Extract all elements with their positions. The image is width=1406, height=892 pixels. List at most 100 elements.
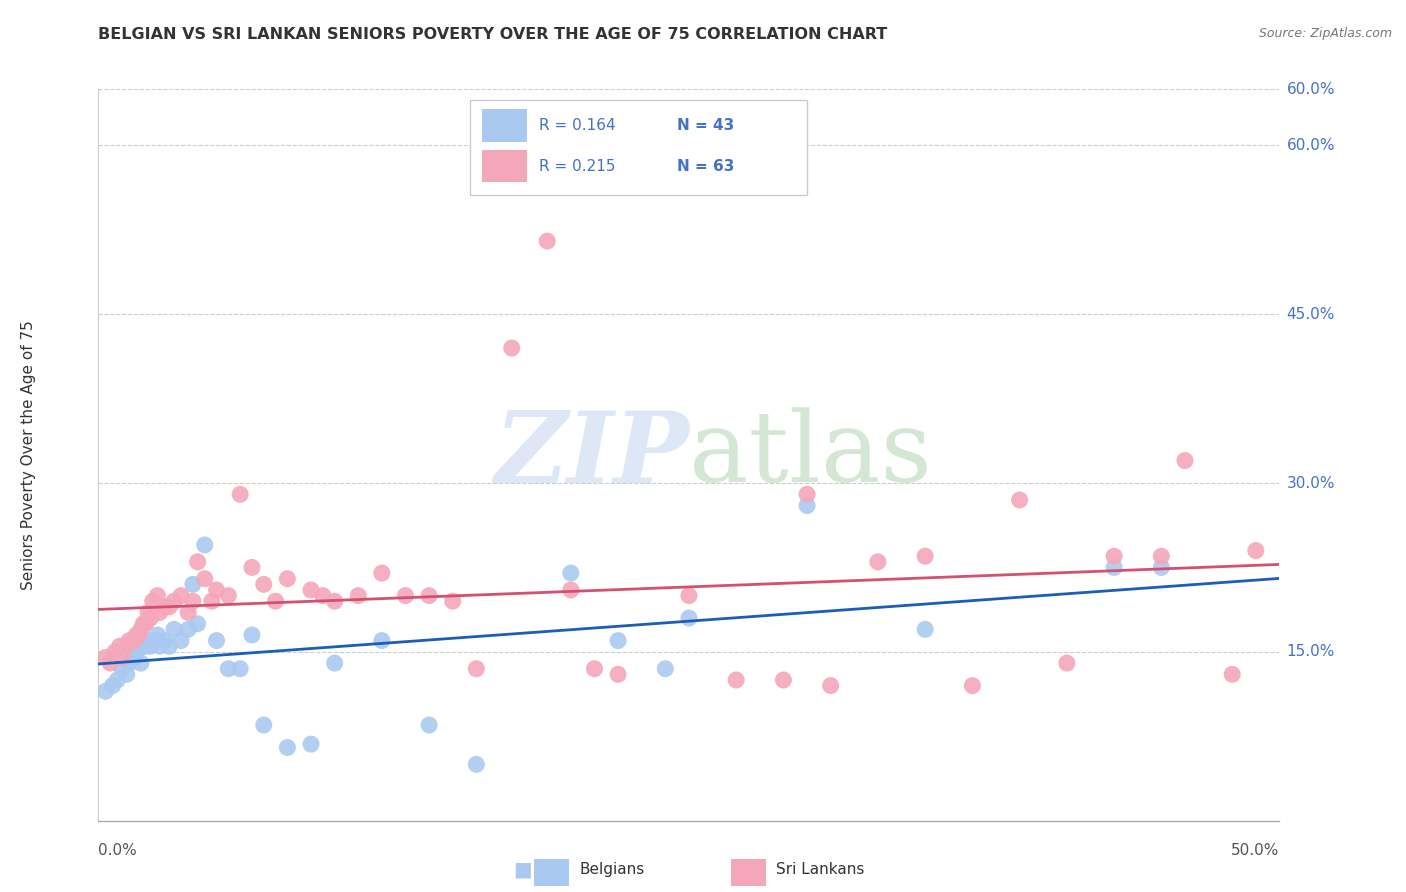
Point <box>104 645 127 659</box>
Point <box>108 639 131 653</box>
Point <box>122 633 145 648</box>
Point <box>135 616 157 631</box>
Point <box>177 606 200 620</box>
Point <box>187 616 209 631</box>
Point <box>276 740 298 755</box>
Point <box>181 577 204 591</box>
Point <box>607 633 630 648</box>
Point <box>118 633 141 648</box>
Point <box>136 633 159 648</box>
Point <box>129 623 152 637</box>
Point <box>94 684 117 698</box>
Text: atlas: atlas <box>689 407 932 503</box>
Point <box>441 594 464 608</box>
Point <box>136 606 159 620</box>
Point <box>323 594 346 608</box>
Point <box>132 616 155 631</box>
Text: R = 0.164: R = 0.164 <box>538 119 616 133</box>
Text: BELGIAN VS SRI LANKAN SENIORS POVERTY OVER THE AGE OF 75 CORRELATION CHART: BELGIAN VS SRI LANKAN SENIORS POVERTY OV… <box>98 27 887 42</box>
Point <box>118 656 141 670</box>
Point <box>371 566 394 580</box>
Point <box>264 594 287 608</box>
FancyBboxPatch shape <box>482 110 527 142</box>
Point <box>181 594 204 608</box>
Text: Seniors Poverty Over the Age of 75: Seniors Poverty Over the Age of 75 <box>21 320 35 590</box>
Point <box>187 555 209 569</box>
Point <box>125 628 148 642</box>
Text: 50.0%: 50.0% <box>1232 843 1279 858</box>
Point <box>1244 543 1267 558</box>
Point <box>111 662 134 676</box>
Point <box>501 341 523 355</box>
Point <box>583 662 606 676</box>
Point <box>170 589 193 603</box>
Point <box>299 582 322 597</box>
Text: Source: ZipAtlas.com: Source: ZipAtlas.com <box>1258 27 1392 40</box>
Point <box>820 679 842 693</box>
Point <box>129 656 152 670</box>
Point <box>163 623 186 637</box>
Point <box>299 737 322 751</box>
Point <box>418 718 440 732</box>
Point <box>1102 549 1125 564</box>
Point <box>418 589 440 603</box>
Point <box>194 538 217 552</box>
Point <box>678 589 700 603</box>
Point <box>772 673 794 687</box>
Point <box>205 582 228 597</box>
Point <box>177 623 200 637</box>
Point <box>205 633 228 648</box>
Point <box>142 594 165 608</box>
Point <box>560 566 582 580</box>
Point <box>101 679 124 693</box>
Point <box>201 594 224 608</box>
Point <box>536 234 558 248</box>
Point <box>1174 453 1197 467</box>
Point <box>229 662 252 676</box>
Point <box>122 650 145 665</box>
Point <box>253 718 276 732</box>
Point <box>94 650 117 665</box>
Point <box>1220 667 1243 681</box>
Point <box>1008 492 1031 507</box>
Point <box>914 623 936 637</box>
Point <box>962 679 984 693</box>
Text: ▪: ▪ <box>512 855 533 884</box>
Text: 60.0%: 60.0% <box>1286 138 1334 153</box>
Point <box>240 560 263 574</box>
Point <box>115 667 138 681</box>
Point <box>866 555 889 569</box>
Text: R = 0.215: R = 0.215 <box>538 159 616 174</box>
Point <box>98 656 121 670</box>
Point <box>125 645 148 659</box>
Point <box>149 639 172 653</box>
Point <box>465 757 488 772</box>
Point <box>240 628 263 642</box>
Text: Belgians: Belgians <box>579 863 644 877</box>
Point <box>194 572 217 586</box>
Point <box>253 577 276 591</box>
Text: 60.0%: 60.0% <box>1286 82 1334 96</box>
Point <box>394 589 416 603</box>
Point <box>157 599 180 614</box>
Point <box>153 599 176 614</box>
Point <box>170 633 193 648</box>
Text: 30.0%: 30.0% <box>1286 475 1334 491</box>
Point <box>146 628 169 642</box>
Point <box>914 549 936 564</box>
Point <box>347 589 370 603</box>
Point <box>725 673 748 687</box>
Text: ZIP: ZIP <box>494 407 689 503</box>
Point <box>157 639 180 653</box>
Point <box>111 650 134 665</box>
Point <box>163 594 186 608</box>
Point <box>217 662 239 676</box>
FancyBboxPatch shape <box>482 150 527 183</box>
Point <box>1150 560 1173 574</box>
Point <box>128 628 150 642</box>
Point <box>229 487 252 501</box>
Point <box>796 487 818 501</box>
Point <box>115 639 138 653</box>
Point <box>465 662 488 676</box>
Point <box>139 639 162 653</box>
